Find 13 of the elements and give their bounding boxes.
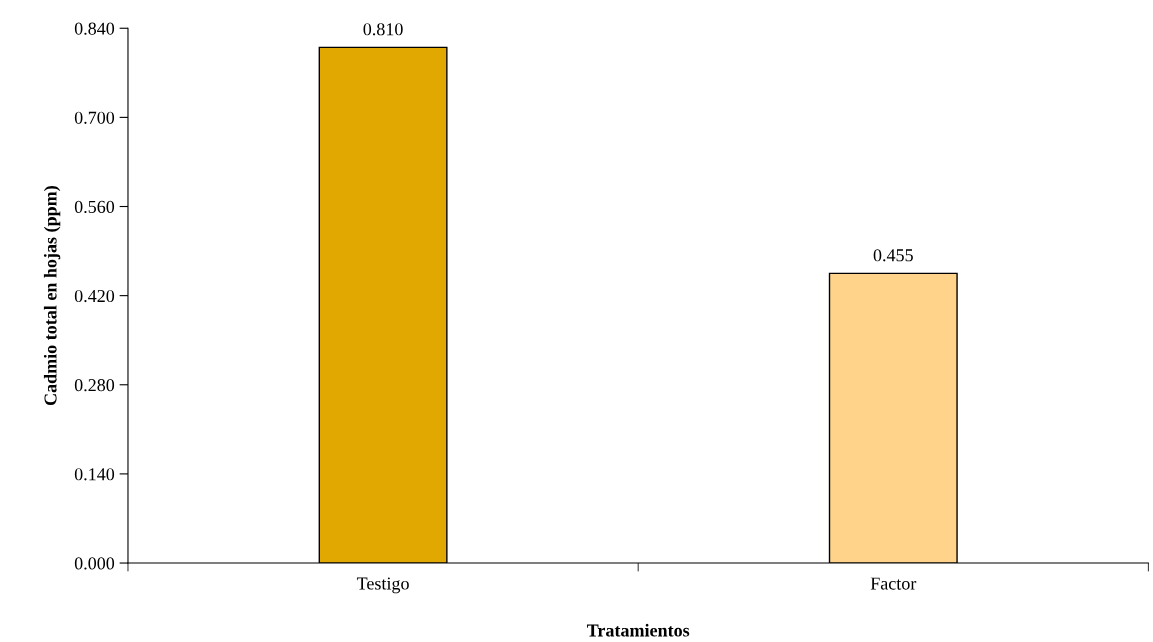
y-tick-label: 0.700 — [74, 111, 115, 124]
y-axis-title: Cadmio total en hojas (ppm) — [43, 186, 61, 406]
data-label: 0.455 — [873, 249, 913, 262]
x-tick-label: Factor — [870, 577, 917, 590]
x-tick-label: Testigo — [356, 577, 409, 594]
y-tick-label: 0.560 — [74, 200, 115, 214]
x-axis-title: Tratamientos — [586, 623, 690, 637]
y-tick-label: 0.280 — [74, 379, 115, 392]
data-label: 0.810 — [363, 23, 403, 36]
y-tick-label: 0.420 — [74, 289, 115, 303]
y-tick-label: 0.140 — [74, 468, 115, 481]
y-tick-label: 0.000 — [74, 557, 115, 570]
y-tick-label: 0.840 — [74, 22, 115, 35]
